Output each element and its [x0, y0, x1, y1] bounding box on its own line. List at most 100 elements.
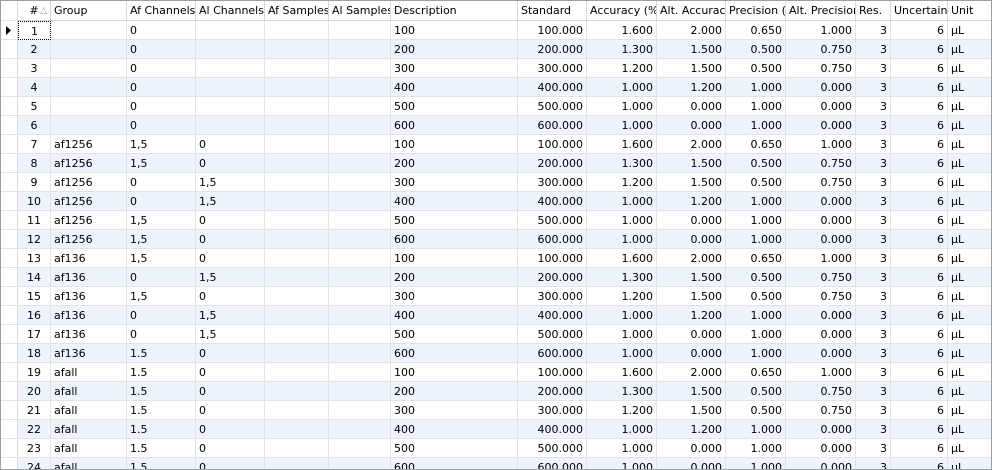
cell[interactable]: [265, 325, 329, 344]
cell[interactable]: 1.600: [587, 363, 657, 382]
row-number[interactable]: 14: [18, 268, 51, 287]
cell[interactable]: 300.000: [518, 401, 587, 420]
cell[interactable]: 0.000: [657, 97, 726, 116]
cell[interactable]: 3: [856, 287, 891, 306]
cell[interactable]: µL: [948, 420, 991, 439]
cell[interactable]: 1.5: [127, 420, 196, 439]
row-header[interactable]: [1, 287, 18, 306]
cell[interactable]: af1256: [51, 230, 127, 249]
cell[interactable]: 100.000: [518, 21, 587, 40]
cell[interactable]: 0.750: [786, 59, 856, 78]
row-header[interactable]: [1, 230, 18, 249]
cell[interactable]: [265, 154, 329, 173]
cell[interactable]: 1.000: [726, 116, 786, 135]
row-number[interactable]: 16: [18, 306, 51, 325]
cell[interactable]: 0: [196, 135, 265, 154]
cell[interactable]: [265, 249, 329, 268]
cell[interactable]: af136: [51, 287, 127, 306]
cell[interactable]: 1.000: [587, 458, 657, 469]
cell[interactable]: 300: [391, 287, 518, 306]
cell[interactable]: afall: [51, 420, 127, 439]
cell[interactable]: [329, 268, 391, 287]
cell[interactable]: µL: [948, 116, 991, 135]
row-header[interactable]: [1, 135, 18, 154]
cell[interactable]: 200: [391, 382, 518, 401]
cell[interactable]: 3: [856, 306, 891, 325]
cell[interactable]: 0.000: [786, 439, 856, 458]
cell[interactable]: 1.200: [587, 287, 657, 306]
cell[interactable]: 6: [891, 135, 948, 154]
cell[interactable]: [265, 458, 329, 469]
cell[interactable]: 600: [391, 344, 518, 363]
cell[interactable]: af1256: [51, 154, 127, 173]
cell[interactable]: 0.500: [726, 40, 786, 59]
cell[interactable]: 1.300: [587, 268, 657, 287]
cell[interactable]: 100: [391, 363, 518, 382]
cell[interactable]: [329, 135, 391, 154]
cell[interactable]: 0: [196, 458, 265, 469]
cell[interactable]: 1,5: [127, 154, 196, 173]
cell[interactable]: [265, 363, 329, 382]
row-number[interactable]: 1: [18, 21, 51, 40]
cell[interactable]: 1,5: [196, 268, 265, 287]
cell[interactable]: 0.500: [726, 59, 786, 78]
cell[interactable]: 1.000: [726, 458, 786, 469]
cell[interactable]: [329, 173, 391, 192]
cell[interactable]: 0: [196, 420, 265, 439]
cell[interactable]: [329, 382, 391, 401]
row-number[interactable]: 11: [18, 211, 51, 230]
row-header[interactable]: [1, 154, 18, 173]
row-number[interactable]: 17: [18, 325, 51, 344]
cell[interactable]: 0.750: [786, 154, 856, 173]
cell[interactable]: 1.300: [587, 40, 657, 59]
cell[interactable]: µL: [948, 97, 991, 116]
cell[interactable]: [265, 173, 329, 192]
cell[interactable]: 300.000: [518, 59, 587, 78]
cell[interactable]: µL: [948, 382, 991, 401]
row-number[interactable]: 10: [18, 192, 51, 211]
cell[interactable]: 6: [891, 21, 948, 40]
row-header[interactable]: [1, 325, 18, 344]
cell[interactable]: 1.200: [657, 78, 726, 97]
cell[interactable]: [51, 59, 127, 78]
cell[interactable]: 0.000: [657, 344, 726, 363]
cell[interactable]: 1.000: [587, 230, 657, 249]
row-header[interactable]: [1, 363, 18, 382]
cell[interactable]: 400: [391, 78, 518, 97]
cell[interactable]: [329, 249, 391, 268]
cell[interactable]: [329, 287, 391, 306]
cell[interactable]: 0: [127, 325, 196, 344]
cell[interactable]: 1.5: [127, 363, 196, 382]
cell[interactable]: 6: [891, 97, 948, 116]
cell[interactable]: af136: [51, 325, 127, 344]
cell[interactable]: afall: [51, 439, 127, 458]
row-number[interactable]: 7: [18, 135, 51, 154]
cell[interactable]: 1.000: [786, 363, 856, 382]
cell[interactable]: 3: [856, 268, 891, 287]
cell[interactable]: 1.200: [657, 192, 726, 211]
row-number[interactable]: 5: [18, 97, 51, 116]
cell[interactable]: 100: [391, 21, 518, 40]
cell[interactable]: µL: [948, 268, 991, 287]
row-number[interactable]: 13: [18, 249, 51, 268]
cell[interactable]: 0.000: [657, 439, 726, 458]
row-number[interactable]: 22: [18, 420, 51, 439]
cell[interactable]: [265, 59, 329, 78]
cell[interactable]: 1.300: [587, 382, 657, 401]
cell[interactable]: [265, 97, 329, 116]
cell[interactable]: 0.000: [786, 116, 856, 135]
cell[interactable]: [329, 439, 391, 458]
row-header[interactable]: [1, 97, 18, 116]
column-header[interactable]: Res.: [856, 1, 891, 21]
row-header[interactable]: [1, 211, 18, 230]
cell[interactable]: [51, 21, 127, 40]
cell[interactable]: 500: [391, 97, 518, 116]
cell[interactable]: [329, 116, 391, 135]
cell[interactable]: 0: [127, 306, 196, 325]
cell[interactable]: [329, 154, 391, 173]
cell[interactable]: 100.000: [518, 135, 587, 154]
cell[interactable]: µL: [948, 59, 991, 78]
cell[interactable]: 0.500: [726, 173, 786, 192]
cell[interactable]: [51, 116, 127, 135]
column-header[interactable]: Alt. Precision: [786, 1, 856, 21]
